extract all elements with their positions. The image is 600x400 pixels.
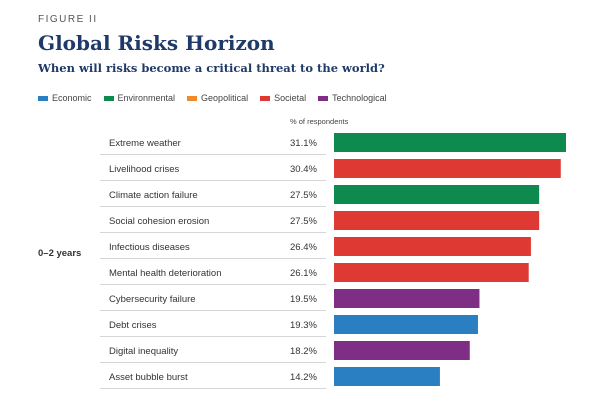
bar-climate-action-failure: [334, 185, 540, 204]
bar-extreme-weather: [334, 133, 566, 152]
legend-item-economic: Economic: [38, 93, 92, 103]
figure-label: FIGURE II: [38, 14, 98, 25]
legend-swatch-technological: [318, 95, 329, 101]
bar-cybersecurity-failure: [334, 289, 480, 308]
value-label-climate-action-failure: 27.5%: [290, 190, 317, 201]
legend-swatch-geopolitical: [187, 95, 198, 101]
category-label-extreme-weather: Extreme weather: [109, 138, 181, 149]
category-label-social-cohesion-erosion: Social cohesion erosion: [109, 216, 209, 227]
legend-swatch-economic: [38, 95, 48, 101]
chart-title: Global Risks Horizon: [38, 31, 275, 55]
value-label-cybersecurity-failure: 19.5%: [290, 294, 317, 305]
bar-asset-bubble-burst: [334, 367, 440, 386]
legend-label-environmental: Environmental: [117, 93, 176, 103]
value-label-debt-crises: 19.3%: [290, 320, 317, 331]
bar-livelihood-crises: [334, 159, 561, 178]
category-label-climate-action-failure: Climate action failure: [109, 190, 198, 201]
legend-swatch-societal: [260, 95, 271, 101]
legend-item-environmental: Environmental: [103, 93, 176, 103]
category-label-mental-health-deterioration: Mental health deterioration: [109, 268, 222, 279]
value-label-infectious-diseases: 26.4%: [290, 242, 317, 253]
bar-infectious-diseases: [334, 237, 531, 256]
legend-label-economic: Economic: [52, 93, 92, 103]
bar-digital-inequality: [334, 341, 470, 360]
value-label-mental-health-deterioration: 26.1%: [290, 268, 317, 279]
category-label-cybersecurity-failure: Cybersecurity failure: [109, 294, 196, 305]
category-label-livelihood-crises: Livelihood crises: [109, 164, 179, 175]
column-header: % of respondents: [290, 117, 349, 126]
category-label-debt-crises: Debt crises: [109, 320, 157, 331]
legend-item-geopolitical: Geopolitical: [187, 93, 248, 103]
value-label-social-cohesion-erosion: 27.5%: [290, 216, 317, 227]
value-label-extreme-weather: 31.1%: [290, 138, 317, 149]
legend-item-societal: Societal: [260, 93, 306, 103]
bar-debt-crises: [334, 315, 478, 334]
legend-item-technological: Technological: [318, 93, 387, 103]
bar-mental-health-deterioration: [334, 263, 529, 282]
category-label-digital-inequality: Digital inequality: [109, 346, 178, 357]
legend-label-geopolitical: Geopolitical: [201, 93, 249, 103]
group-label: 0–2 years: [38, 248, 82, 259]
value-label-digital-inequality: 18.2%: [290, 346, 317, 357]
legend-swatch-environmental: [103, 95, 114, 101]
chart-subtitle: When will risks become a critical threat…: [38, 61, 385, 75]
category-label-asset-bubble-burst: Asset bubble burst: [109, 372, 188, 383]
legend-label-societal: Societal: [274, 93, 307, 103]
value-label-asset-bubble-burst: 14.2%: [290, 372, 317, 383]
category-label-infectious-diseases: Infectious diseases: [109, 242, 190, 253]
legend: Economic Environmental Geopolitical Soci…: [38, 93, 399, 103]
bar-social-cohesion-erosion: [334, 211, 540, 230]
legend-label-technological: Technological: [332, 93, 387, 103]
value-label-livelihood-crises: 30.4%: [290, 164, 317, 175]
